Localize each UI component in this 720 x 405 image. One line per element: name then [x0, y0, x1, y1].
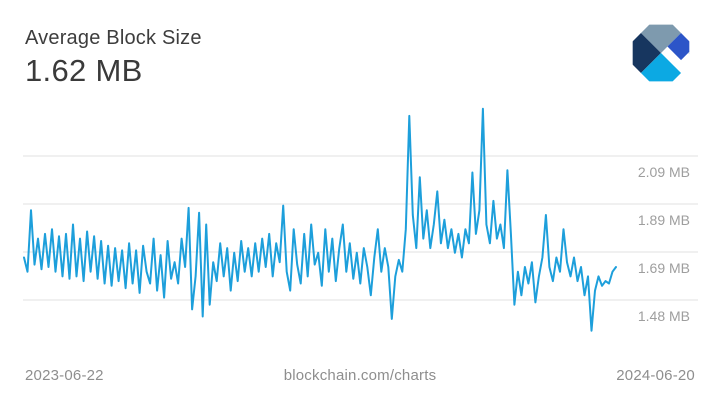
y-axis-label: 1.48 MB	[638, 308, 690, 324]
chart-footer: 2023-06-22 blockchain.com/charts 2024-06…	[25, 367, 695, 384]
y-axis-label: 2.09 MB	[638, 164, 690, 180]
chart-title: Average Block Size	[25, 27, 202, 49]
source-text: blockchain.com/charts	[283, 367, 437, 384]
blockchain-logo-icon	[632, 24, 690, 82]
data-line	[23, 107, 617, 332]
y-axis-label: 1.69 MB	[638, 260, 690, 276]
logo-tile-royal	[667, 32, 690, 61]
x-axis-start-date: 2023-06-22	[25, 367, 104, 384]
chart-header: Average Block Size 1.62 MB	[25, 26, 202, 89]
y-axis-label: 1.89 MB	[638, 212, 690, 228]
chart-current-value: 1.62 MB	[25, 53, 143, 88]
logo-tile-cyan	[640, 53, 682, 82]
x-axis-end-date: 2024-06-20	[616, 367, 695, 384]
